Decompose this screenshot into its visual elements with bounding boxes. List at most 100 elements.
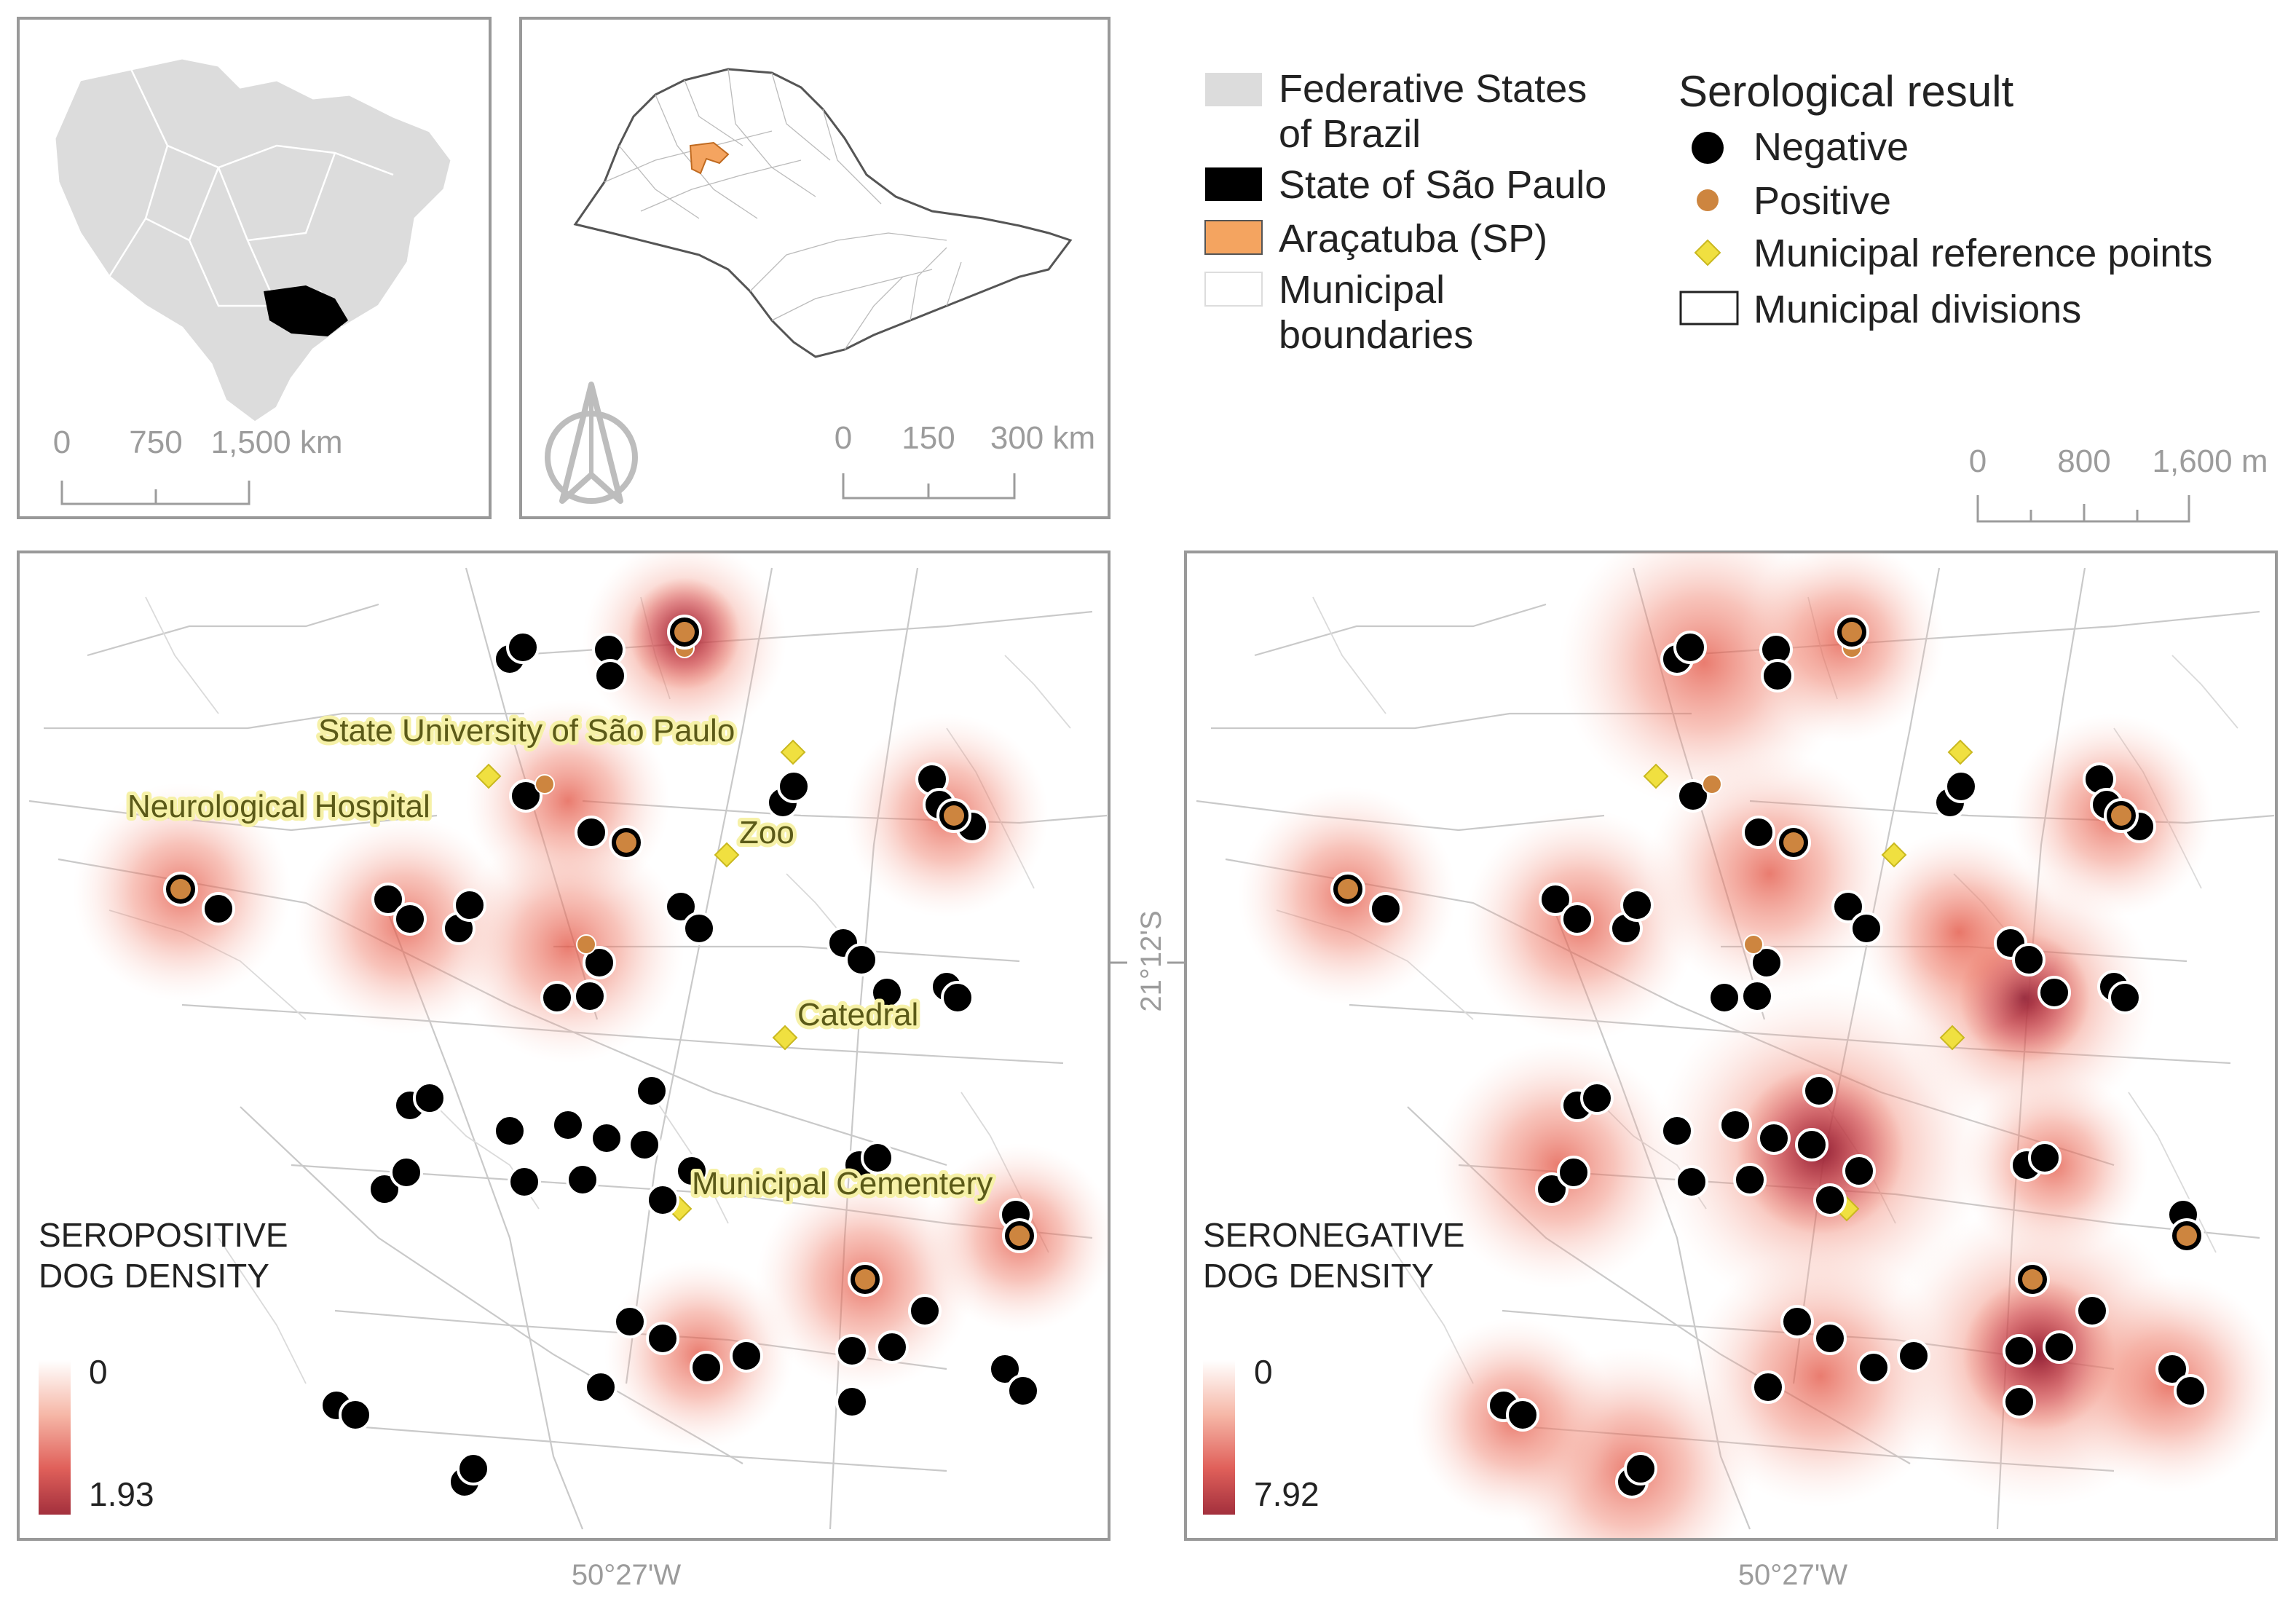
- negative-dog-marker: [2108, 981, 2142, 1014]
- negative-dog-marker: [2043, 1330, 2076, 1364]
- positive-dog-marker: [576, 934, 596, 955]
- negative-dog-marker: [1757, 1121, 1791, 1155]
- legend-swatch-states: [1205, 73, 1262, 106]
- negative-dog-marker: [908, 1294, 942, 1327]
- legend-boundaries: Federative States of Brazil State of São…: [1204, 67, 1606, 357]
- positive-dog-marker: [855, 1269, 875, 1290]
- latitude-label: 21°12'S: [1135, 910, 1167, 1011]
- negative-dog-marker: [941, 981, 974, 1014]
- scale-tick-label: 1,600 m: [2153, 443, 2268, 479]
- negative-dog-marker: [2037, 976, 2071, 1009]
- inset-brazil: 0 750 1,500 km: [17, 17, 492, 519]
- scale-tick-label: 0: [835, 420, 852, 456]
- ref-label-catedral: Catedral: [797, 997, 918, 1033]
- negative-dog-marker: [730, 1339, 763, 1373]
- negative-dog-marker: [646, 1322, 679, 1355]
- density-title: SEROPOSITIVE: [39, 1216, 288, 1254]
- ref-label-hospital: Neurological Hospital: [127, 789, 430, 824]
- negative-dog-marker: [506, 631, 540, 664]
- negative-dog-marker: [1780, 1305, 1814, 1338]
- negative-dog-marker: [1561, 902, 1594, 936]
- legend-reference-symbol: [1694, 239, 1721, 267]
- density-max: 7.92: [1254, 1475, 1319, 1513]
- negative-dog-marker: [2003, 1385, 2036, 1418]
- legend-divisions-symbol: [1679, 291, 1739, 325]
- aracatuba-municipality: [689, 141, 730, 175]
- negative-dog-marker: [508, 1165, 541, 1199]
- negative-dog-marker: [1897, 1339, 1930, 1373]
- legend-label: Federative States: [1279, 67, 1587, 111]
- negative-dog-marker: [1740, 979, 1774, 1013]
- ref-label-cemetery: Municipal Cementery: [692, 1166, 993, 1201]
- positive-dog-marker: [944, 805, 964, 826]
- negative-dog-marker: [393, 902, 427, 936]
- negative-dog-marker: [453, 888, 486, 922]
- negative-dog-marker: [635, 1074, 668, 1108]
- legend-serology: Serological result Negative Positive Mun…: [1678, 67, 2212, 331]
- points-layer: [163, 615, 1040, 1499]
- negative-dog-marker: [509, 779, 543, 813]
- scale-tick-label: 800: [2057, 443, 2110, 479]
- negative-dog-marker: [1673, 631, 1707, 664]
- negative-dog-marker: [584, 1370, 618, 1404]
- negative-dog-marker: [1761, 659, 1794, 692]
- positive-dog-marker: [2177, 1226, 2197, 1246]
- reference-point-marker: [772, 1025, 798, 1051]
- density-min: 0: [89, 1353, 108, 1391]
- negative-dog-marker: [1813, 1183, 1847, 1217]
- negative-dog-marker: [390, 1156, 423, 1189]
- negative-dog-marker: [861, 1141, 894, 1175]
- negative-dog-marker: [413, 1081, 446, 1115]
- negative-dog-marker: [628, 1128, 661, 1161]
- reference-point-marker: [1939, 1025, 1965, 1051]
- negative-dog-marker: [368, 1172, 401, 1206]
- density-blob: [1689, 1245, 1952, 1507]
- positive-dog-marker: [674, 622, 695, 642]
- negative-dog-marker: [2075, 1294, 2109, 1327]
- legend-swatch-sao-paulo: [1205, 167, 1262, 201]
- points-layer: [1330, 615, 2207, 1499]
- negative-dog-marker: [2174, 1374, 2207, 1408]
- legend-label: boundaries: [1279, 313, 1473, 357]
- map-seropositive: State University of São Paulo Neurologic…: [17, 551, 1110, 1591]
- sao-paulo-map: [573, 68, 1073, 358]
- negative-dog-marker: [583, 946, 616, 979]
- legend-label: Municipal reference points: [1753, 232, 2212, 275]
- negative-dog-marker: [339, 1398, 372, 1432]
- legend-label: of Brazil: [1279, 112, 1421, 156]
- negative-dog-marker: [1795, 1128, 1828, 1161]
- negative-dog-marker: [1620, 888, 1654, 922]
- positive-dog-marker: [1702, 774, 1722, 794]
- negative-dog-marker: [1506, 1398, 1539, 1432]
- negative-dog-marker: [1708, 981, 1741, 1014]
- negative-dog-marker: [575, 816, 608, 849]
- legend-label: Negative: [1753, 125, 1909, 169]
- negative-dog-marker: [682, 912, 716, 945]
- negative-dog-marker: [2028, 1141, 2062, 1175]
- main-scale-bar: 0 800 1,600 m: [1969, 443, 2268, 523]
- negative-dog-marker: [1857, 1351, 1890, 1384]
- negative-dog-marker: [690, 1351, 723, 1384]
- negative-dog-marker: [1719, 1108, 1752, 1142]
- negative-dog-marker: [664, 890, 698, 923]
- reference-point-marker: [780, 739, 806, 765]
- scale-tick-label: 300 km: [990, 420, 1095, 456]
- north-arrow-icon: [545, 382, 638, 504]
- negative-dog-marker: [1675, 1165, 1708, 1199]
- negative-dog-marker: [988, 1352, 1022, 1386]
- density-blob: [1646, 750, 1893, 998]
- negative-dog-marker: [613, 1305, 647, 1338]
- positive-dog-marker: [170, 879, 191, 899]
- negative-dog-marker: [646, 1183, 679, 1217]
- positive-dog-marker: [2111, 805, 2131, 826]
- negative-dog-marker: [1944, 770, 1978, 803]
- density-ramp: [1203, 1360, 1235, 1515]
- negative-dog-marker: [1369, 892, 1403, 926]
- scale-tick-label: 0: [53, 425, 71, 460]
- negative-dog-marker: [875, 1330, 909, 1364]
- negative-dog-marker: [1802, 1074, 1836, 1108]
- negative-dog-marker: [870, 976, 904, 1009]
- negative-dog-marker: [1535, 1172, 1569, 1206]
- negative-dog-marker: [675, 1154, 709, 1188]
- negative-dog-marker: [551, 1108, 585, 1142]
